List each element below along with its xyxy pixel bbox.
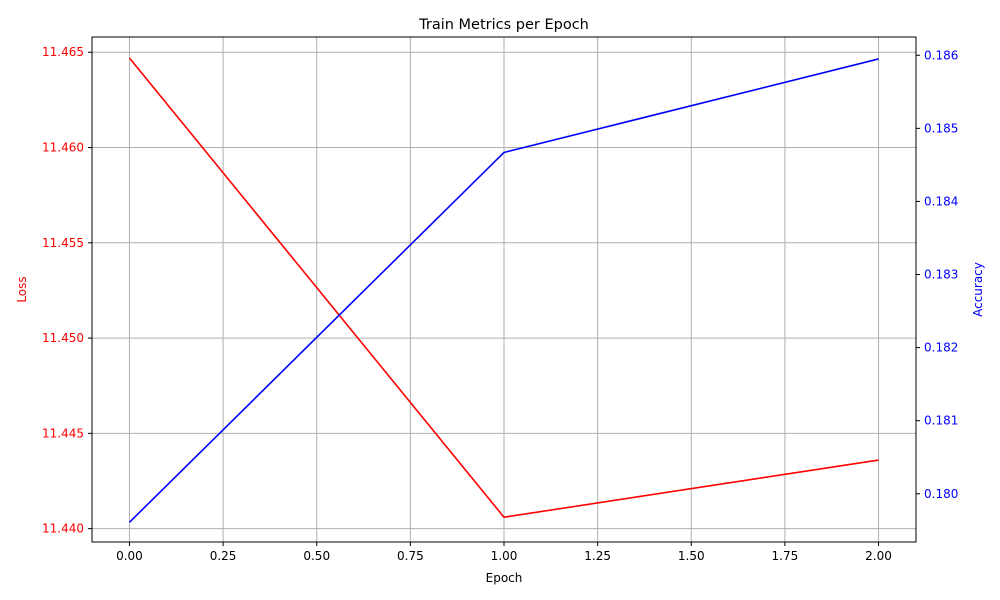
y-left-tick-label: 11.465 [42,45,84,59]
y-left-tick-label: 11.455 [42,236,84,250]
x-axis-title: Epoch [486,571,523,585]
loss-line [128,57,879,519]
y-right-tick-label: 0.182 [924,341,958,355]
x-tick-label: 0.00 [116,549,143,563]
y-left-tick-label: 11.460 [42,141,84,155]
y-left-tick-label: 11.440 [42,522,84,536]
y-right-tick-label: 0.185 [924,121,958,135]
y-left-tick-label: 11.445 [42,426,84,440]
x-tick-label: 1.50 [678,549,705,563]
x-tick-label: 2.00 [865,549,892,563]
y-right-tick-label: 0.181 [924,414,958,428]
x-tick-label: 0.50 [303,549,330,563]
y-right-tick-label: 0.183 [924,268,958,282]
x-tick-label: 0.75 [397,549,424,563]
x-tick-label: 1.25 [584,549,611,563]
x-tick-label: 1.00 [491,549,518,563]
y-axis-right-title: Accuracy [971,262,985,317]
y-axis-left: 11.440 11.445 11.450 11.455 11.460 11.465 [42,45,92,536]
accuracy-line [128,58,879,523]
grid-lines [92,37,916,542]
y-axis-right: 0.180 0.181 0.182 0.183 0.184 0.185 0.186 [916,48,958,501]
y-right-tick-label: 0.186 [924,48,958,62]
y-left-tick-label: 11.450 [42,331,84,345]
x-tick-label: 0.25 [210,549,237,563]
series-lines [128,57,879,523]
chart-title: Train Metrics per Epoch [418,17,589,33]
y-right-tick-label: 0.180 [924,487,958,501]
y-right-tick-label: 0.184 [924,194,958,208]
y-axis-left-title: Loss [15,276,29,302]
x-axis: 0.00 0.25 0.50 0.75 1.00 1.25 1.50 1.75 2.00 [116,542,892,563]
x-tick-label: 1.75 [772,549,799,563]
